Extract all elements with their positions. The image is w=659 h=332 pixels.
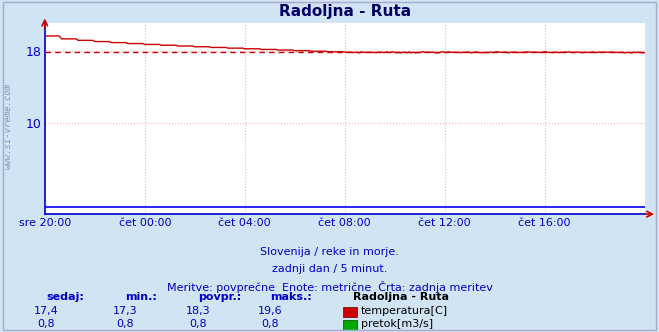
Text: Radoljna - Ruta: Radoljna - Ruta xyxy=(353,292,449,302)
Text: pretok[m3/s]: pretok[m3/s] xyxy=(361,319,433,329)
Text: www.si-vreme.com: www.si-vreme.com xyxy=(3,83,13,169)
Text: 0,8: 0,8 xyxy=(38,319,55,329)
Text: 18,3: 18,3 xyxy=(185,306,210,316)
Text: min.:: min.: xyxy=(125,292,157,302)
Text: 17,3: 17,3 xyxy=(113,306,138,316)
Text: maks.:: maks.: xyxy=(270,292,312,302)
Text: Meritve: povprečne  Enote: metrične  Črta: zadnja meritev: Meritve: povprečne Enote: metrične Črta:… xyxy=(167,281,492,292)
Text: 17,4: 17,4 xyxy=(34,306,59,316)
Text: 0,8: 0,8 xyxy=(189,319,206,329)
Text: 0,8: 0,8 xyxy=(117,319,134,329)
Text: Slovenija / reke in morje.: Slovenija / reke in morje. xyxy=(260,247,399,257)
Text: zadnji dan / 5 minut.: zadnji dan / 5 minut. xyxy=(272,264,387,274)
Title: Radoljna - Ruta: Radoljna - Ruta xyxy=(279,4,411,19)
Text: 0,8: 0,8 xyxy=(262,319,279,329)
Text: sedaj:: sedaj: xyxy=(46,292,84,302)
Text: povpr.:: povpr.: xyxy=(198,292,241,302)
Text: temperatura[C]: temperatura[C] xyxy=(361,306,448,316)
Text: 19,6: 19,6 xyxy=(258,306,283,316)
